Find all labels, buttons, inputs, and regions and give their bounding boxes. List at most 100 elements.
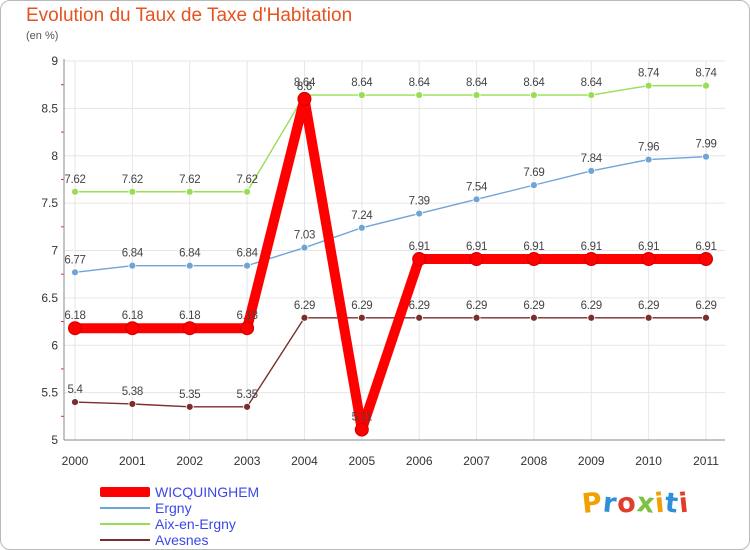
- data-label: 7.62: [122, 174, 143, 186]
- legend-swatch: [100, 523, 150, 525]
- y-tick-label: 7.5: [41, 196, 58, 210]
- data-label: 7.99: [695, 139, 716, 151]
- data-point: [644, 155, 653, 164]
- data-label: 6.29: [581, 300, 602, 312]
- data-point: [469, 252, 484, 267]
- data-label: 6.29: [466, 300, 487, 312]
- data-point: [584, 252, 599, 267]
- data-label: 8.6: [297, 81, 312, 93]
- data-label: 6.29: [695, 300, 716, 312]
- data-label: 7.39: [409, 196, 430, 208]
- data-label: 5.35: [236, 389, 257, 401]
- legend-label: Ergny: [155, 500, 192, 516]
- x-tick-label: 2009: [578, 454, 605, 468]
- x-tick-label: 2005: [348, 454, 375, 468]
- data-point: [357, 313, 366, 322]
- data-point: [415, 91, 424, 100]
- data-point: [412, 252, 427, 267]
- data-point: [530, 313, 538, 322]
- x-tick-label: 2006: [406, 454, 433, 468]
- data-point: [300, 313, 309, 322]
- y-tick-label: 9: [51, 54, 58, 68]
- x-tick-label: 2007: [463, 454, 490, 468]
- y-tick-label: 6.5: [41, 291, 58, 305]
- data-label: 7.54: [466, 181, 488, 193]
- data-point: [526, 252, 541, 267]
- data-label: 6.84: [236, 248, 258, 260]
- data-label: 6.77: [64, 254, 85, 266]
- data-label: 7.84: [581, 153, 603, 165]
- legend-swatch: [100, 539, 150, 541]
- data-point: [243, 187, 251, 196]
- data-point: [415, 209, 424, 218]
- y-tick-label: 5.5: [41, 386, 58, 400]
- x-tick-label: 2000: [62, 454, 89, 468]
- y-tick-label: 6: [51, 338, 58, 352]
- series-line: [74, 155, 707, 273]
- series-line: [74, 84, 707, 193]
- chart-legend: WICQUINGHEM Ergny Aix-en-Ergny Avesnes: [100, 484, 360, 548]
- y-tick-label: 8.5: [41, 101, 58, 115]
- chart-title: Evolution du Taux de Taxe d'Habitation: [26, 5, 353, 26]
- data-label: 6.91: [695, 241, 716, 253]
- legend-label: WICQUINGHEM: [155, 484, 260, 500]
- data-point: [644, 313, 653, 322]
- chart-subtitle: (en %): [26, 30, 59, 42]
- data-point: [587, 91, 596, 100]
- data-label: 8.64: [294, 77, 316, 89]
- data-label: 6.84: [179, 248, 201, 260]
- data-point: [71, 398, 79, 407]
- data-label: 6.29: [294, 300, 315, 312]
- data-point: [702, 81, 710, 90]
- legend-label: Avesnes: [155, 532, 209, 548]
- data-point: [587, 313, 596, 322]
- data-point: [702, 152, 710, 161]
- data-label: 6.18: [122, 310, 143, 322]
- data-label: 8.64: [581, 77, 603, 89]
- data-label: 7.24: [351, 210, 373, 222]
- data-label: 5.38: [122, 386, 143, 398]
- logo-letter: i: [677, 487, 692, 520]
- data-label: 6.29: [638, 300, 659, 312]
- data-point: [699, 252, 713, 267]
- data-label: 6.91: [638, 241, 659, 253]
- data-label: 7.03: [294, 230, 315, 242]
- x-tick-label: 2003: [234, 454, 261, 468]
- data-point: [128, 187, 137, 196]
- legend-item: Avesnes: [100, 532, 360, 548]
- data-point: [185, 261, 194, 270]
- data-point: [644, 81, 653, 90]
- data-point: [71, 268, 79, 277]
- data-point: [128, 261, 137, 270]
- data-label: 6.18: [236, 310, 257, 322]
- legend-item: Ergny: [100, 500, 360, 516]
- y-tick-label: 8: [51, 149, 58, 163]
- data-label: 8.74: [638, 68, 660, 80]
- x-tick-label: 2008: [521, 454, 548, 468]
- x-tick-label: 2011: [693, 454, 719, 468]
- data-point: [472, 91, 481, 100]
- data-point: [71, 187, 79, 196]
- data-label: 8.64: [351, 77, 373, 89]
- data-label: 8.74: [695, 68, 717, 80]
- data-point: [587, 167, 596, 175]
- data-point: [68, 321, 82, 336]
- data-label: 6.29: [409, 300, 430, 312]
- data-label: 6.91: [523, 241, 544, 253]
- data-label: 5.4: [67, 384, 83, 396]
- data-label: 8.64: [466, 77, 488, 89]
- data-label: 6.91: [466, 241, 487, 253]
- data-point: [243, 402, 251, 411]
- data-point: [530, 181, 538, 190]
- data-label: 6.29: [351, 300, 372, 312]
- line-chart: 5 5.5 6 6.5 7 7.5 8 8.5 9 2000 2001 2002 2003 2004 200…: [41, 54, 725, 468]
- data-point: [182, 321, 197, 336]
- legend-item: Aix-en-Ergny: [100, 516, 360, 532]
- data-point: [185, 187, 194, 196]
- data-label: 7.62: [236, 174, 257, 186]
- data-point: [357, 223, 366, 232]
- data-label: 6.84: [122, 248, 144, 260]
- proxiti-logo: Proxiti: [580, 487, 692, 520]
- data-point: [415, 313, 424, 322]
- data-label: 7.96: [638, 142, 659, 154]
